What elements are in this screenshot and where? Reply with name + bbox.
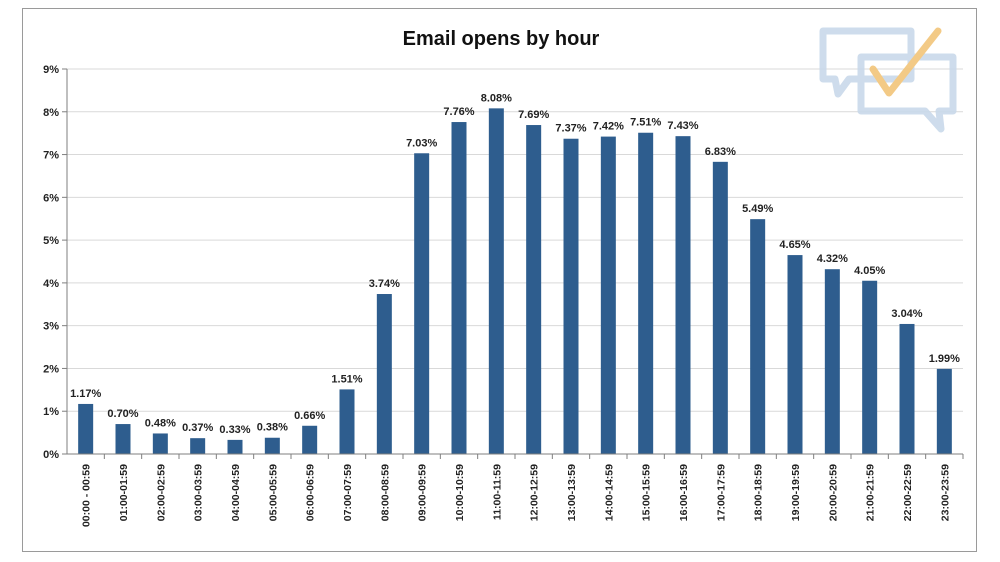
x-tick-label: 23:00-23:59 (939, 464, 951, 521)
data-label: 4.32% (817, 253, 848, 265)
x-tick-label: 01:00-01:59 (118, 464, 130, 521)
x-tick-label: 14:00-14:59 (603, 464, 615, 521)
bar (824, 269, 840, 454)
bars (78, 108, 952, 455)
x-tick-label: 20:00-20:59 (827, 464, 839, 521)
bar (787, 255, 803, 454)
data-label: 7.03% (406, 137, 437, 149)
data-label: 1.99% (929, 353, 960, 365)
bar (712, 161, 728, 455)
bar (339, 389, 355, 454)
x-tick-label: 04:00-04:59 (230, 464, 242, 521)
bar (638, 132, 654, 454)
y-tick-label: 6% (43, 192, 59, 204)
data-label: 6.83% (705, 146, 736, 158)
x-tick-label: 07:00-07:59 (342, 464, 354, 521)
x-axis-ticks: 00:00 - 00:59 01:00-01:59 02:00-02:59 03:00… (81, 454, 964, 527)
y-tick-label: 1% (43, 406, 59, 418)
data-label: 4.05% (854, 265, 885, 277)
data-label: 0.66% (294, 410, 325, 422)
y-tick-label: 8% (43, 107, 59, 119)
bar (190, 438, 206, 454)
data-label: 7.69% (518, 109, 549, 121)
data-label: 7.51% (630, 117, 661, 129)
bar (600, 136, 616, 454)
bar (936, 368, 952, 454)
x-tick-label: 21:00-21:59 (865, 464, 877, 521)
chart-frame: Email opens by hour 0% 1% 2% 3% 4% 5% 6% 7% 8% 9%… (22, 8, 977, 552)
x-tick-label: 02:00-02:59 (155, 464, 167, 521)
speech-bubble-checkmark-icon (819, 27, 957, 133)
x-tick-label: 06:00-06:59 (305, 464, 317, 521)
x-tick-label: 22:00-22:59 (902, 464, 914, 521)
y-tick-label: 4% (43, 278, 59, 290)
data-label: 7.42% (593, 121, 624, 133)
data-label: 3.74% (369, 278, 400, 290)
data-label: 1.17% (70, 388, 101, 400)
y-tick-label: 9% (43, 64, 59, 76)
bar (302, 425, 318, 454)
x-tick-label: 10:00-10:59 (454, 464, 466, 521)
bar (152, 433, 168, 454)
bar (750, 219, 766, 454)
y-axis-ticks: 0% 1% 2% 3% 4% 5% 6% 7% 8% 9% (43, 64, 67, 461)
x-tick-label: 17:00-17:59 (715, 464, 727, 521)
data-label: 0.38% (257, 422, 288, 434)
data-label: 0.33% (219, 424, 250, 436)
bar (115, 424, 131, 454)
gridlines (67, 68, 963, 412)
x-tick-label: 12:00-12:59 (529, 464, 541, 521)
y-tick-label: 3% (43, 321, 59, 333)
bar (862, 280, 878, 454)
x-tick-label: 00:00 - 00:59 (81, 464, 93, 527)
y-tick-label: 7% (43, 150, 59, 162)
bar (675, 136, 691, 454)
y-tick-label: 2% (43, 363, 59, 375)
data-label: 0.48% (145, 417, 176, 429)
data-label: 7.76% (443, 106, 474, 118)
email-opens-chart: Email opens by hour 0% 1% 2% 3% 4% 5% 6% 7% 8% 9%… (43, 27, 964, 527)
data-label: 4.65% (779, 239, 810, 251)
bar (227, 439, 243, 454)
bar (899, 323, 915, 454)
x-tick-label: 11:00-11:59 (491, 464, 503, 520)
data-label: 7.43% (667, 120, 698, 132)
data-labels: 1.17% 0.70% 0.48% 0.37% 0.33% 0.38% 0.66% 1.51%… (70, 92, 960, 436)
data-label: 7.37% (555, 123, 586, 135)
x-tick-label: 05:00-05:59 (267, 464, 279, 521)
x-tick-label: 03:00-03:59 (193, 464, 205, 521)
bar (451, 122, 467, 455)
bar (414, 153, 430, 454)
data-label: 1.51% (331, 373, 362, 385)
y-tick-label: 5% (43, 235, 59, 247)
bar (488, 108, 504, 454)
x-tick-label: 19:00-19:59 (790, 464, 802, 521)
bar (376, 294, 392, 454)
x-tick-label: 18:00-18:59 (753, 464, 765, 521)
data-label: 0.37% (182, 422, 213, 434)
x-tick-label: 09:00-09:59 (417, 464, 429, 521)
bar (78, 403, 94, 454)
x-tick-label: 08:00-08:59 (379, 464, 391, 521)
data-label: 5.49% (742, 203, 773, 215)
bar (563, 138, 579, 454)
data-label: 8.08% (481, 92, 512, 104)
y-tick-label: 0% (43, 449, 59, 461)
x-tick-label: 13:00-13:59 (566, 464, 578, 521)
data-label: 3.04% (891, 308, 922, 320)
x-tick-label: 16:00-16:59 (678, 464, 690, 521)
data-label: 0.70% (107, 408, 138, 420)
x-tick-label: 15:00-15:59 (641, 464, 653, 521)
bar (264, 437, 280, 454)
bar (526, 125, 542, 455)
chart-title: Email opens by hour (403, 28, 600, 50)
